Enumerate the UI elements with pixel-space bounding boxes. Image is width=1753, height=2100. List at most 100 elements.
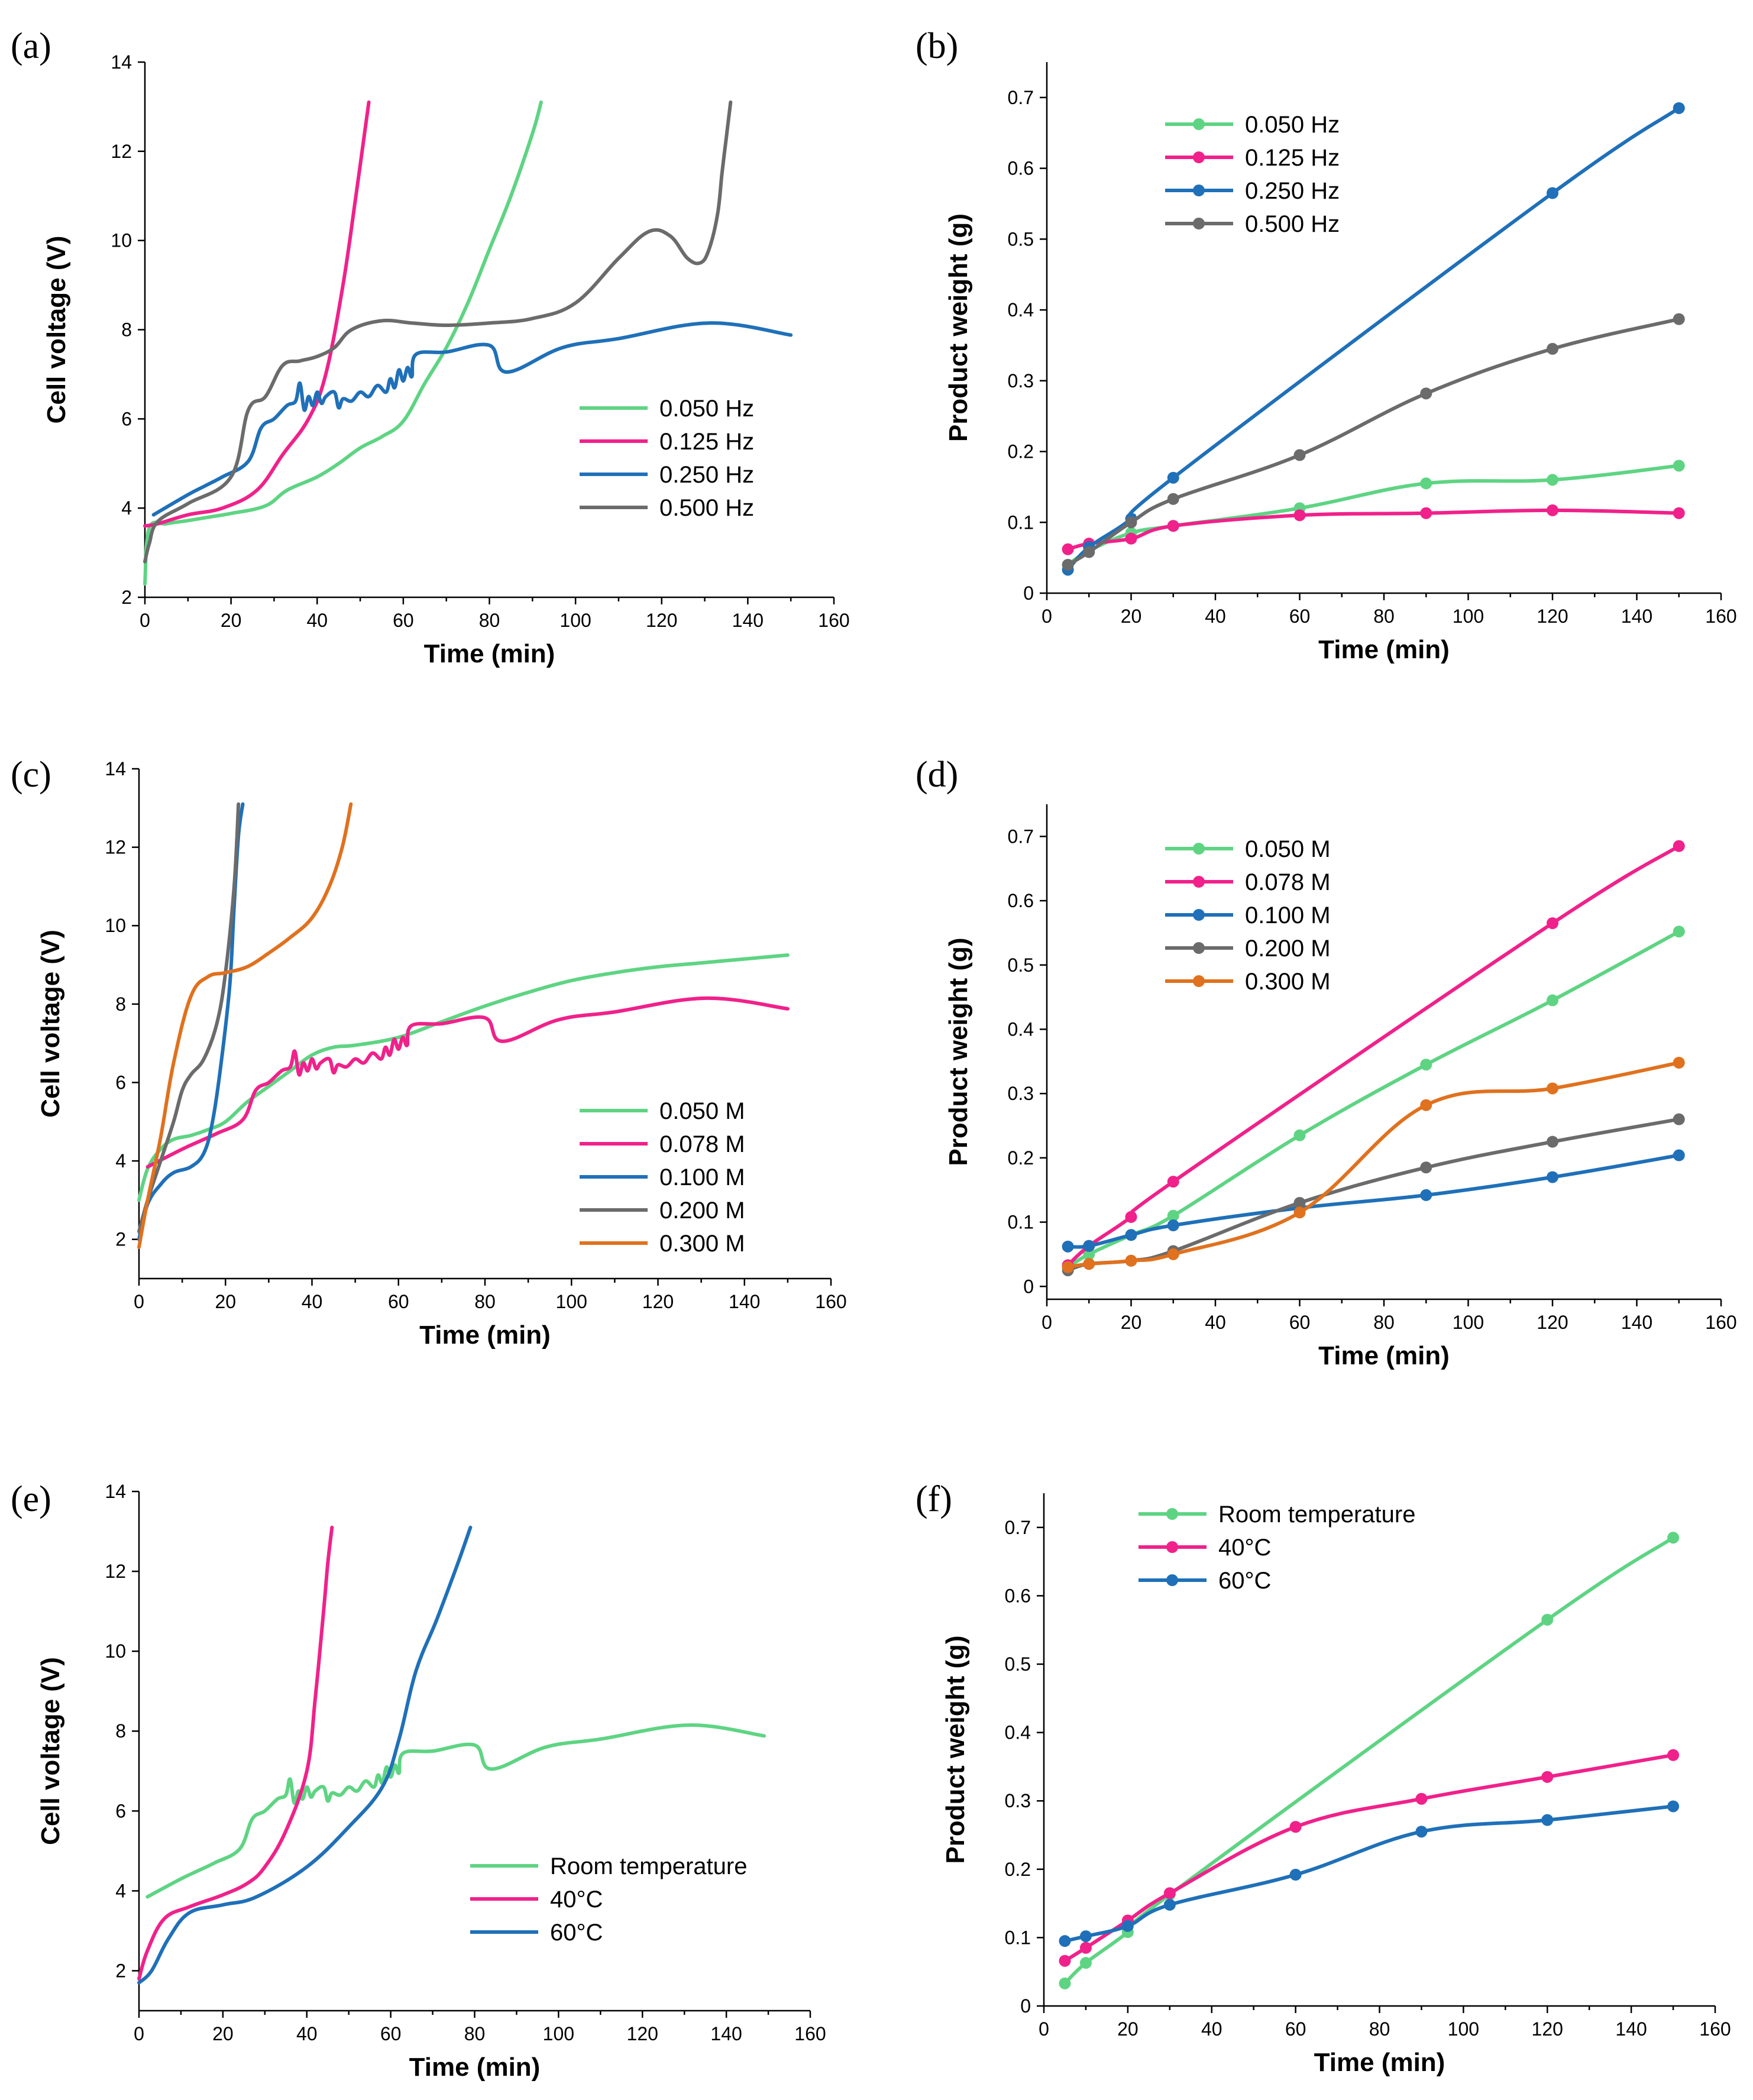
data-point bbox=[1415, 1792, 1428, 1805]
legend-marker bbox=[1166, 1508, 1178, 1520]
data-point bbox=[1125, 516, 1137, 529]
series-0-100-m bbox=[1062, 1149, 1685, 1253]
legend-label: 0.500 Hz bbox=[1245, 211, 1340, 237]
data-point bbox=[1125, 1254, 1137, 1267]
x-tick-label: 80 bbox=[1373, 606, 1395, 627]
data-point bbox=[1125, 532, 1137, 545]
series-0-078-m bbox=[1062, 840, 1685, 1271]
legend-marker bbox=[1193, 151, 1205, 163]
y-axis-title: Cell voltage (V) bbox=[36, 1657, 65, 1845]
x-tick-label: 100 bbox=[559, 610, 591, 631]
legend-label: 0.100 M bbox=[659, 1164, 745, 1190]
x-tick-label: 140 bbox=[1621, 606, 1652, 627]
x-axis-title: Time (min) bbox=[419, 1321, 551, 1350]
y-tick-label: 2 bbox=[121, 587, 132, 608]
x-tick-label: 0 bbox=[1039, 2018, 1049, 2040]
y-tick-label: 0.2 bbox=[1005, 1859, 1031, 1880]
x-tick-label: 0 bbox=[134, 1291, 144, 1312]
y-tick-label: 0.1 bbox=[1008, 1212, 1034, 1233]
legend-marker bbox=[1193, 185, 1205, 196]
series-line bbox=[1063, 1753, 1676, 1963]
legend: 0.050 M 0.078 M 0.100 M 0.200 M 0.300 M bbox=[580, 1098, 745, 1257]
panel-label: (b) bbox=[916, 26, 958, 66]
x-tick-label: 20 bbox=[1121, 1312, 1142, 1333]
y-tick-label: 0.6 bbox=[1008, 158, 1034, 179]
data-point bbox=[1059, 1935, 1071, 1947]
y-tick-label: 0.4 bbox=[1008, 299, 1034, 321]
series-0-500-hz bbox=[143, 100, 733, 564]
data-point bbox=[1547, 187, 1558, 199]
x-tick-label: 60 bbox=[1285, 2018, 1306, 2040]
data-point bbox=[1420, 1189, 1432, 1201]
x-tick-label: 160 bbox=[1705, 606, 1736, 627]
x-tick-label: 120 bbox=[1532, 2018, 1563, 2040]
series-0-250-hz bbox=[151, 321, 793, 517]
data-point bbox=[1163, 1887, 1176, 1900]
legend-marker bbox=[1193, 843, 1205, 855]
data-point bbox=[1062, 1261, 1074, 1273]
data-point bbox=[1415, 1826, 1428, 1838]
legend-label: 40°C bbox=[1218, 1535, 1271, 1561]
y-tick-label: 0.5 bbox=[1008, 228, 1034, 250]
x-tick-label: 0 bbox=[140, 610, 150, 631]
x-tick-label: 120 bbox=[646, 610, 677, 631]
x-tick-label: 40 bbox=[296, 2023, 318, 2044]
x-tick-label: 160 bbox=[815, 1291, 846, 1312]
x-tick-label: 140 bbox=[710, 2023, 742, 2044]
chart-panel-a: (a) 0 20 40 60 80 100 120 140 160 2 4 6 8 10 12 14 Time (… bbox=[11, 26, 850, 668]
x-tick-label: 160 bbox=[1699, 2018, 1731, 2040]
y-tick-label: 6 bbox=[115, 1800, 126, 1821]
data-point bbox=[1547, 504, 1558, 516]
data-point bbox=[1125, 1229, 1137, 1241]
chart-panel-c: (c) 0 20 40 60 80 100 120 140 160 2 4 6 8 10 12 14 Time (… bbox=[11, 755, 847, 1350]
legend-label: 40°C bbox=[550, 1887, 603, 1913]
x-axis-title: Time (min) bbox=[409, 2053, 541, 2082]
data-point bbox=[1125, 1211, 1137, 1223]
series-line bbox=[145, 1723, 766, 1899]
data-point bbox=[1547, 1135, 1558, 1148]
x-tick-label: 40 bbox=[1205, 606, 1226, 627]
y-tick-label: 0 bbox=[1020, 1995, 1031, 2017]
data-point bbox=[1167, 1219, 1179, 1231]
x-axis-title: Time (min) bbox=[1318, 1341, 1450, 1370]
series-0-050-m bbox=[1062, 926, 1685, 1273]
y-tick-label: 0.2 bbox=[1008, 441, 1034, 462]
legend-label: 0.050 M bbox=[659, 1098, 745, 1124]
y-axis-title: Product weight (g) bbox=[941, 1635, 970, 1863]
panel-label: (d) bbox=[916, 755, 958, 795]
y-tick-label: 12 bbox=[105, 837, 126, 858]
series-40-c bbox=[1059, 1749, 1680, 1967]
y-tick-label: 8 bbox=[115, 1720, 126, 1742]
y-tick-label: 14 bbox=[105, 1481, 126, 1502]
y-tick-label: 0.5 bbox=[1008, 954, 1034, 976]
legend-label: Room temperature bbox=[1218, 1502, 1415, 1528]
data-point bbox=[1293, 1196, 1306, 1209]
x-tick-label: 140 bbox=[1615, 2018, 1647, 2040]
x-tick-label: 160 bbox=[794, 2023, 826, 2044]
series-0-050-hz bbox=[143, 100, 543, 586]
legend-marker bbox=[1193, 975, 1205, 987]
x-tick-label: 20 bbox=[1117, 2018, 1139, 2040]
series-line bbox=[143, 100, 543, 586]
y-tick-label: 0.4 bbox=[1008, 1018, 1034, 1040]
data-point bbox=[1293, 509, 1306, 522]
series-room-temperature bbox=[145, 1723, 766, 1899]
series-line bbox=[1066, 844, 1681, 1267]
data-point bbox=[1547, 1171, 1558, 1183]
x-tick-label: 60 bbox=[380, 2023, 402, 2044]
data-point bbox=[1163, 1898, 1176, 1911]
series-0-078-m bbox=[145, 996, 790, 1169]
x-tick-label: 120 bbox=[642, 1291, 674, 1312]
y-tick-label: 0.7 bbox=[1008, 87, 1034, 108]
series-0-125-hz bbox=[1062, 504, 1685, 555]
series-line bbox=[137, 1525, 334, 1981]
data-point bbox=[1420, 387, 1432, 400]
data-point bbox=[1293, 449, 1306, 461]
data-point bbox=[1289, 1821, 1302, 1833]
x-tick-label: 40 bbox=[306, 610, 328, 631]
panel-label: (f) bbox=[916, 1479, 952, 1519]
data-point bbox=[1167, 471, 1179, 484]
series-room-temperature bbox=[1059, 1532, 1680, 1989]
series-0-200-m bbox=[137, 802, 241, 1234]
y-tick-label: 0.3 bbox=[1005, 1790, 1031, 1811]
